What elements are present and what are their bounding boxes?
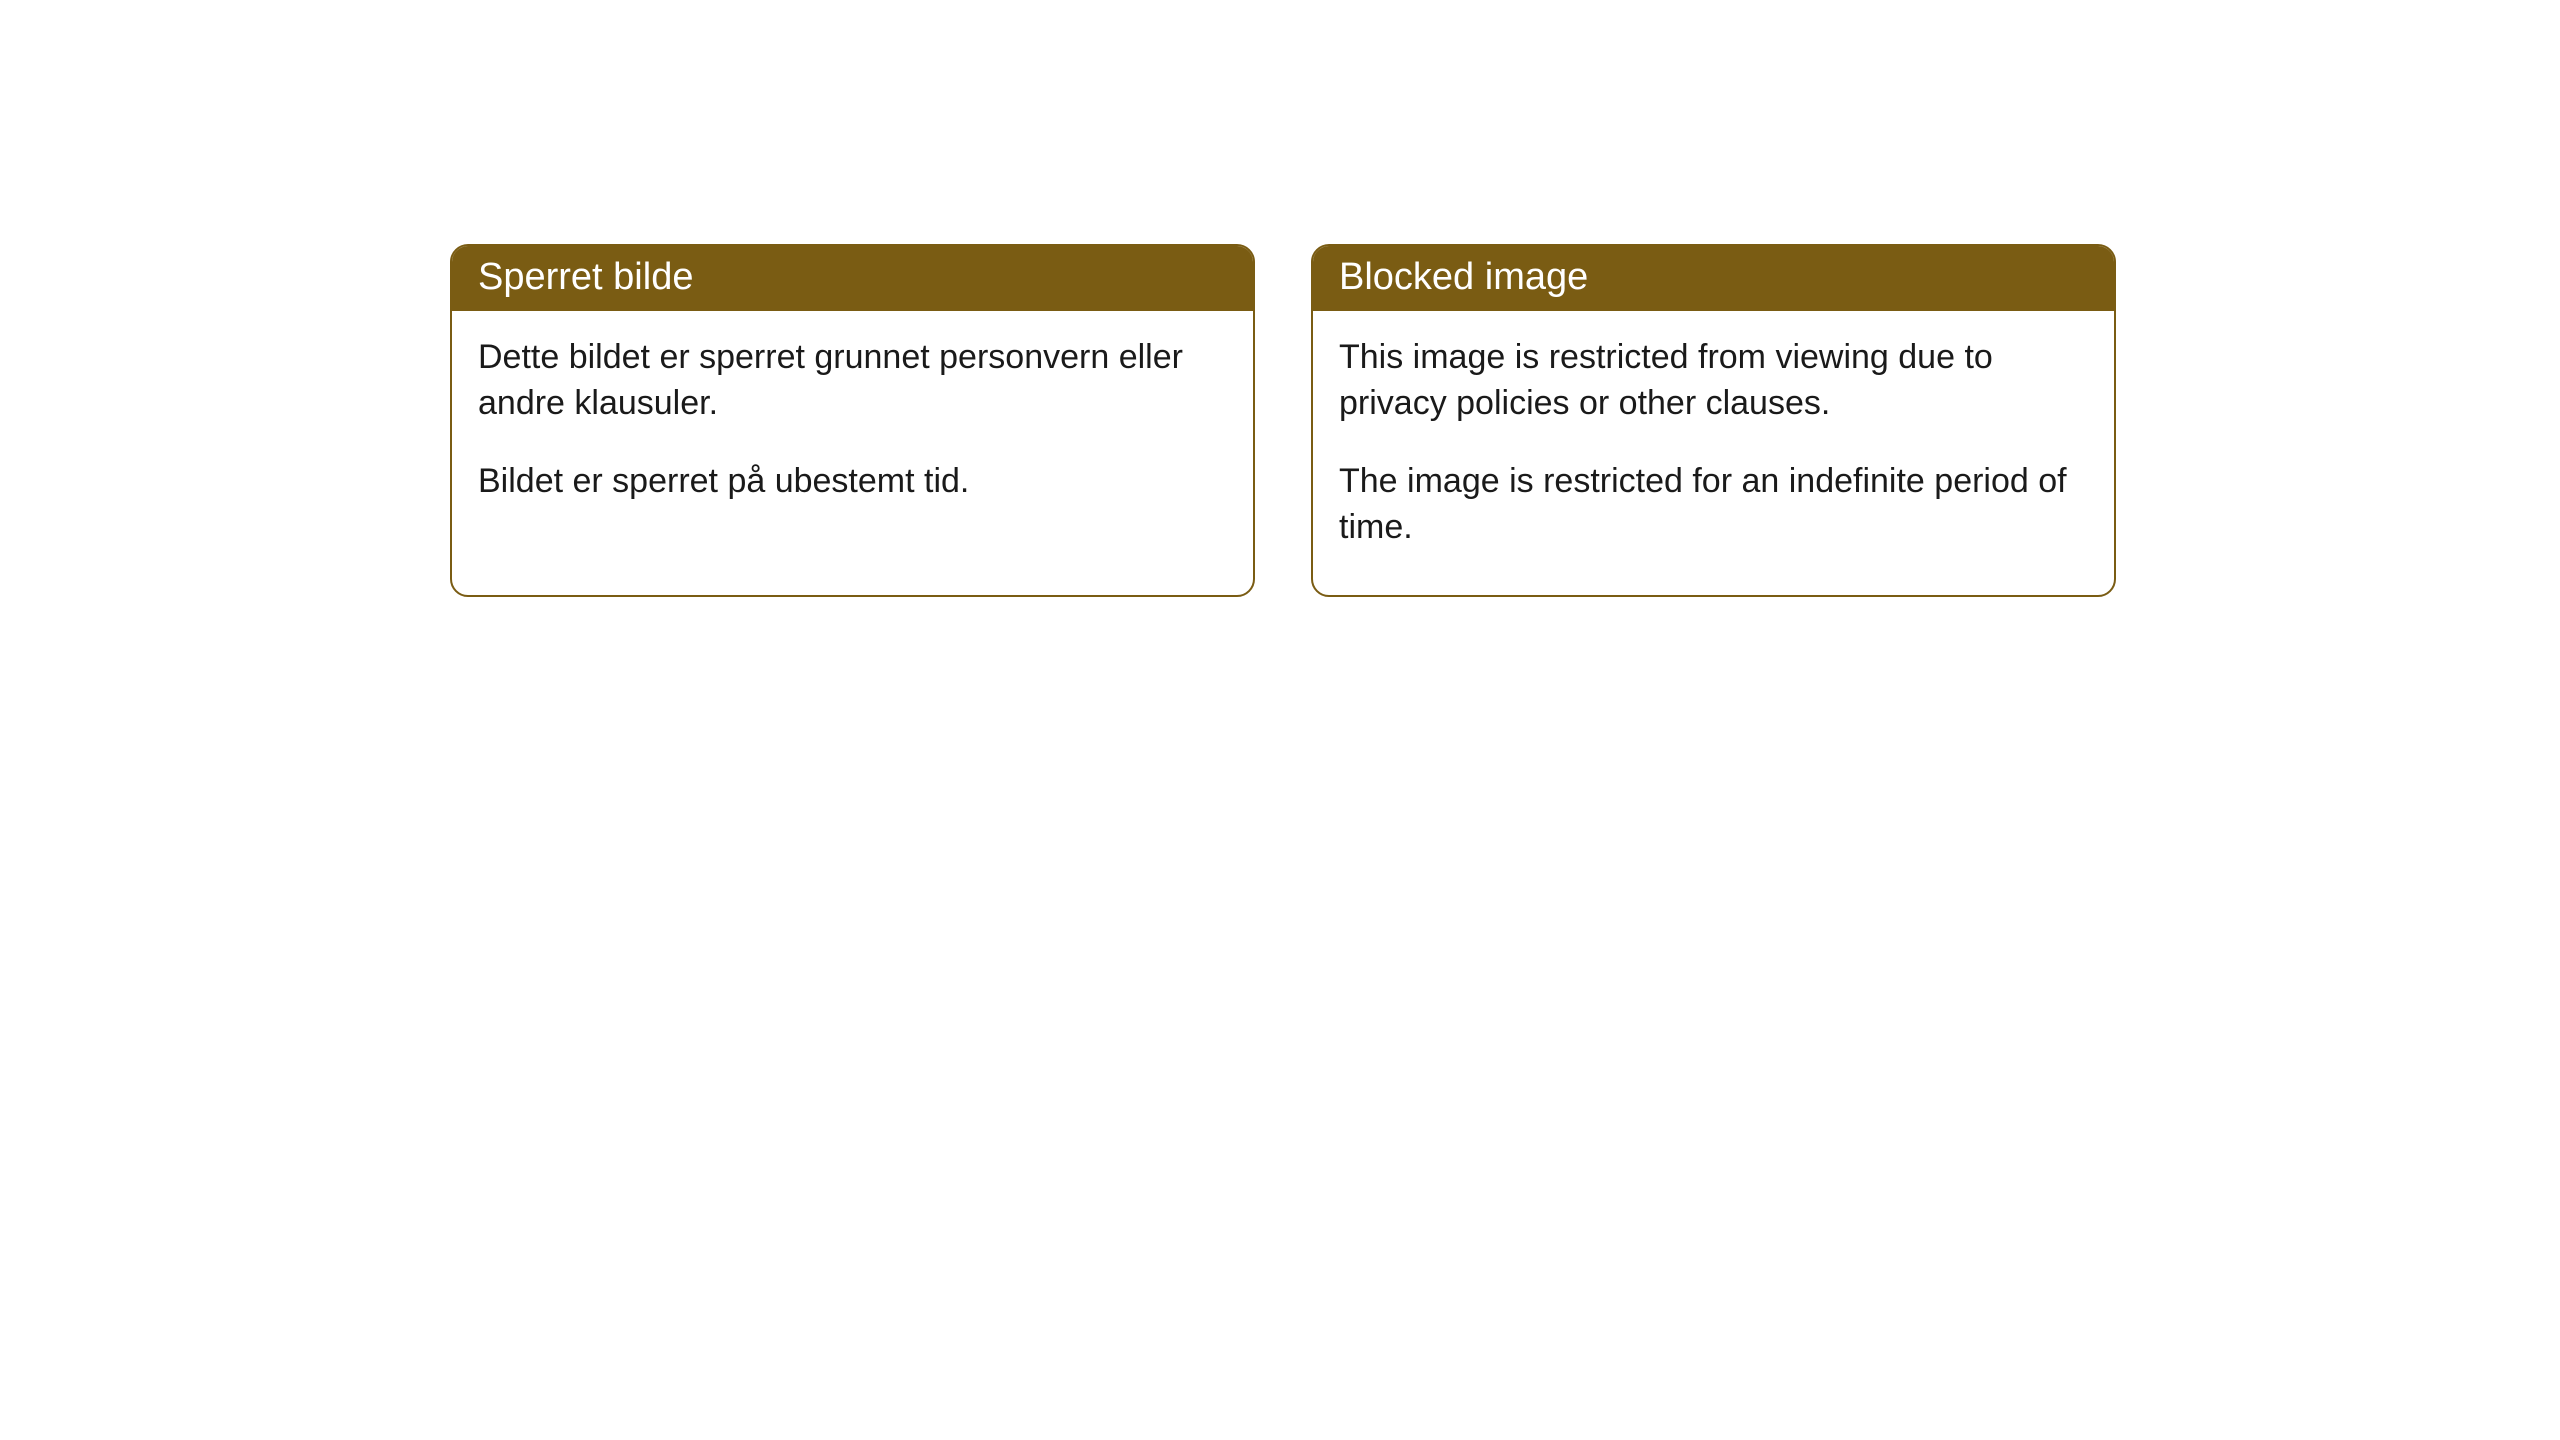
blocked-image-card-en: Blocked image This image is restricted f… <box>1311 244 2116 597</box>
card-header: Sperret bilde <box>452 246 1253 311</box>
card-body: Dette bildet er sperret grunnet personve… <box>452 311 1253 549</box>
card-paragraph: Dette bildet er sperret grunnet personve… <box>478 335 1227 427</box>
card-paragraph: Bildet er sperret på ubestemt tid. <box>478 459 1227 505</box>
card-title: Sperret bilde <box>478 256 693 298</box>
card-body: This image is restricted from viewing du… <box>1313 311 2114 595</box>
card-title: Blocked image <box>1339 256 1588 298</box>
notice-cards-container: Sperret bilde Dette bildet er sperret gr… <box>450 244 2116 597</box>
blocked-image-card-no: Sperret bilde Dette bildet er sperret gr… <box>450 244 1255 597</box>
card-paragraph: This image is restricted from viewing du… <box>1339 335 2088 427</box>
card-header: Blocked image <box>1313 246 2114 311</box>
card-paragraph: The image is restricted for an indefinit… <box>1339 459 2088 551</box>
